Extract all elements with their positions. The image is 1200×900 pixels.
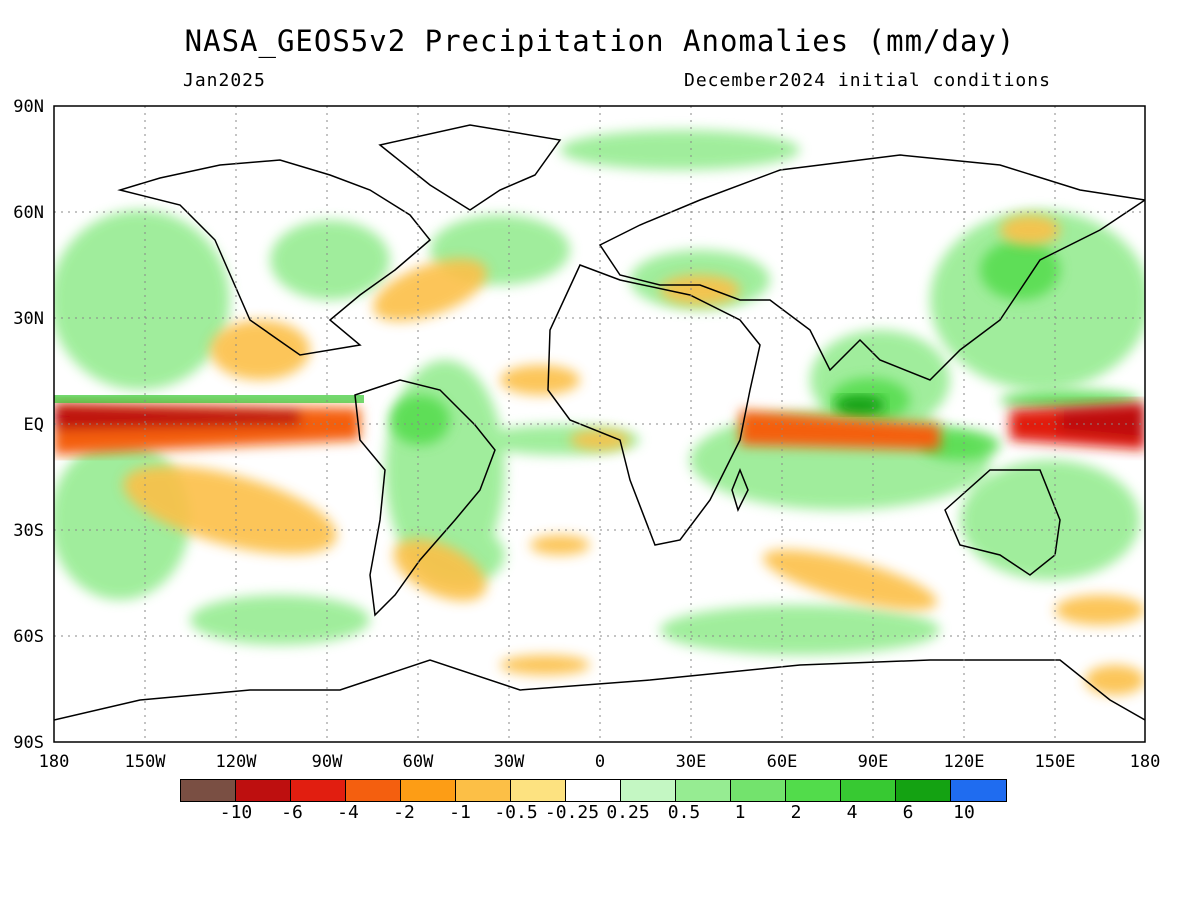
colorbar-swatch xyxy=(236,780,291,801)
initial-conditions-label: December2024 initial conditions xyxy=(684,70,1051,91)
colorbar-label: -0.5 xyxy=(494,802,538,823)
graticule xyxy=(54,106,1145,742)
lon-label: 90W xyxy=(312,752,343,772)
colorbar-label: -2 xyxy=(393,802,415,823)
colorbar-swatch xyxy=(456,780,511,801)
lat-label: 60S xyxy=(13,627,44,647)
lat-label: EQ xyxy=(24,415,44,435)
colorbar-swatch xyxy=(896,780,951,801)
colorbar-swatch xyxy=(181,780,236,801)
colorbar xyxy=(180,779,1007,802)
colorbar-label: 1 xyxy=(734,802,746,823)
colorbar-swatch xyxy=(401,780,456,801)
colorbar-label: -6 xyxy=(281,802,303,823)
colorbar-label: -0.25 xyxy=(544,802,600,823)
forecast-month: Jan2025 xyxy=(183,70,266,91)
lon-label: 90E xyxy=(858,752,889,772)
lat-label: 30S xyxy=(13,521,44,541)
colorbar-label: 0.25 xyxy=(606,802,650,823)
lon-label: 150E xyxy=(1035,752,1076,772)
colorbar-label: 4 xyxy=(846,802,858,823)
lon-label: 30E xyxy=(676,752,707,772)
colorbar-label: 10 xyxy=(953,802,975,823)
colorbar-label: -10 xyxy=(219,802,253,823)
colorbar-swatch xyxy=(676,780,731,801)
colorbar-swatch xyxy=(786,780,841,801)
lat-label: 60N xyxy=(13,203,44,223)
colorbar-swatch xyxy=(511,780,566,801)
lon-label: 30W xyxy=(494,752,525,772)
colorbar-label: -1 xyxy=(449,802,471,823)
lon-label: 60E xyxy=(767,752,798,772)
colorbar-label: -4 xyxy=(337,802,359,823)
colorbar-swatch xyxy=(951,780,1006,801)
colorbar-swatch xyxy=(621,780,676,801)
colorbar-label: 0.5 xyxy=(667,802,701,823)
colorbar-label: 2 xyxy=(790,802,802,823)
colorbar-swatch xyxy=(291,780,346,801)
lon-label: 120W xyxy=(216,752,258,772)
lat-label: 90N xyxy=(13,97,44,117)
lon-label: 150W xyxy=(125,752,167,772)
lon-label: 180 xyxy=(1130,752,1161,772)
colorbar-label: 6 xyxy=(902,802,914,823)
colorbar-swatch xyxy=(566,780,621,801)
map-title: NASA_GEOS5v2 Precipitation Anomalies (mm… xyxy=(184,24,1016,58)
colorbar-swatch xyxy=(346,780,401,801)
lon-label: 180 xyxy=(39,752,70,772)
lon-label: 60W xyxy=(403,752,434,772)
colorbar-swatch xyxy=(731,780,786,801)
lat-label: 90S xyxy=(13,733,44,753)
lon-label: 120E xyxy=(944,752,985,772)
lon-label: 0 xyxy=(595,752,605,772)
lat-label: 30N xyxy=(13,309,44,329)
map-frame xyxy=(53,105,1146,743)
colorbar-swatch xyxy=(841,780,896,801)
